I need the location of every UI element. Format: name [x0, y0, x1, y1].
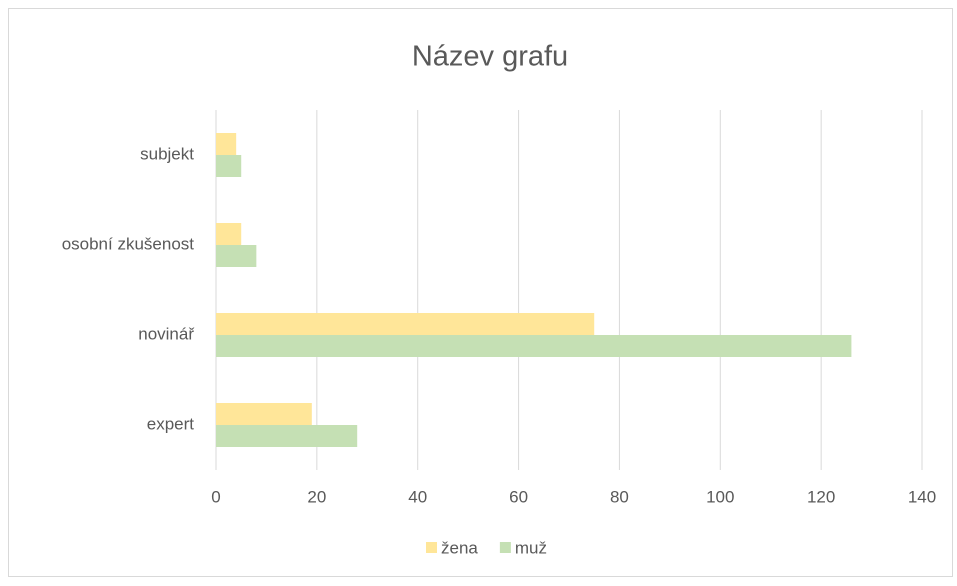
legend-label: muž — [515, 538, 547, 557]
x-tick-label: 60 — [509, 487, 528, 506]
y-tick-label: expert — [147, 414, 195, 433]
y-tick-label: osobní zkušenost — [62, 234, 195, 253]
x-tick-label: 120 — [807, 487, 835, 506]
chart-title: Název grafu — [412, 41, 568, 73]
x-tick-label: 20 — [307, 487, 326, 506]
x-tick-label: 40 — [408, 487, 427, 506]
x-tick-label: 140 — [908, 487, 936, 506]
bar — [216, 313, 595, 335]
bar — [216, 133, 237, 155]
bar — [216, 425, 358, 447]
legend-swatch — [499, 542, 511, 553]
bar — [216, 335, 852, 357]
bar — [216, 245, 257, 267]
x-tick-label: 100 — [706, 487, 734, 506]
y-tick-label: novinář — [138, 324, 194, 343]
chart-border — [8, 8, 953, 577]
legend-label: žena — [441, 538, 478, 557]
y-tick-label: subjekt — [140, 144, 194, 163]
x-tick-label: 0 — [211, 487, 220, 506]
bar — [216, 223, 242, 245]
x-tick-label: 80 — [610, 487, 629, 506]
bar — [216, 155, 242, 177]
bar — [216, 403, 312, 425]
legend-swatch — [426, 542, 437, 553]
